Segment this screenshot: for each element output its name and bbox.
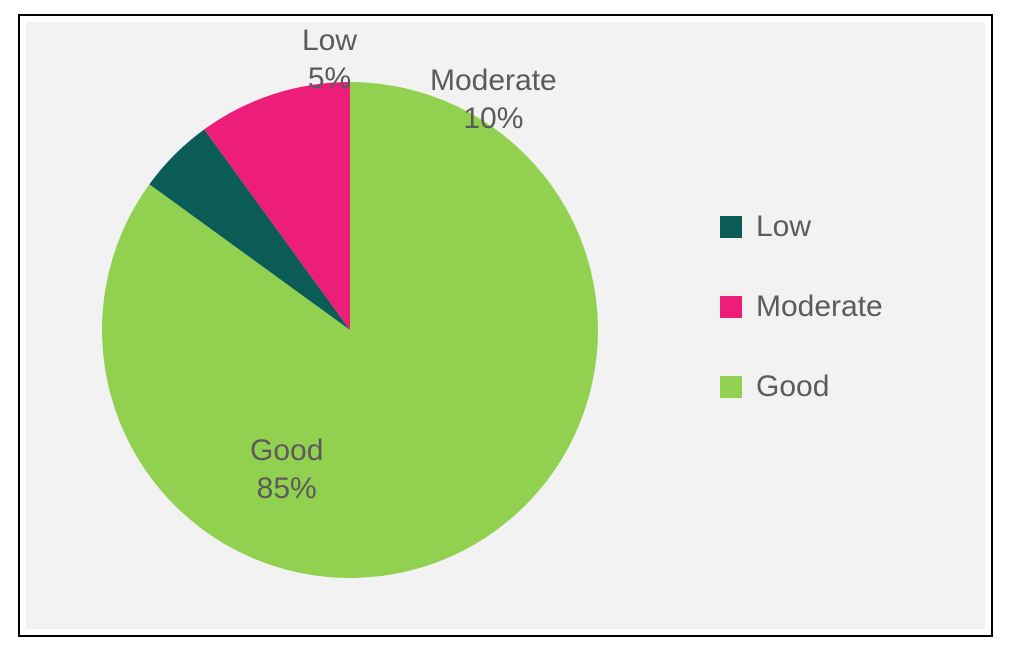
legend-item-low: Low	[720, 210, 883, 244]
slice-label-title: Moderate	[430, 62, 557, 100]
slice-label-good: Good85%	[250, 432, 323, 507]
chart-frame: LowModerateGood Good85%Low5%Moderate10%	[0, 0, 1011, 651]
legend-label: Moderate	[756, 290, 883, 324]
legend-label: Good	[756, 370, 829, 404]
slice-label-low: Low5%	[302, 22, 357, 97]
slice-label-moderate: Moderate10%	[430, 62, 557, 137]
legend-label: Low	[756, 210, 811, 244]
legend-swatch	[720, 216, 742, 238]
legend-swatch	[720, 296, 742, 318]
slice-label-title: Good	[250, 432, 323, 470]
slice-label-value: 5%	[302, 60, 357, 98]
pie-svg	[100, 80, 600, 580]
pie-chart	[100, 80, 600, 580]
slice-label-title: Low	[302, 22, 357, 60]
legend-item-good: Good	[720, 370, 883, 404]
slice-label-value: 85%	[250, 470, 323, 508]
legend-swatch	[720, 376, 742, 398]
legend-item-moderate: Moderate	[720, 290, 883, 324]
slice-label-value: 10%	[430, 100, 557, 138]
legend: Low Moderate Good	[720, 210, 883, 450]
